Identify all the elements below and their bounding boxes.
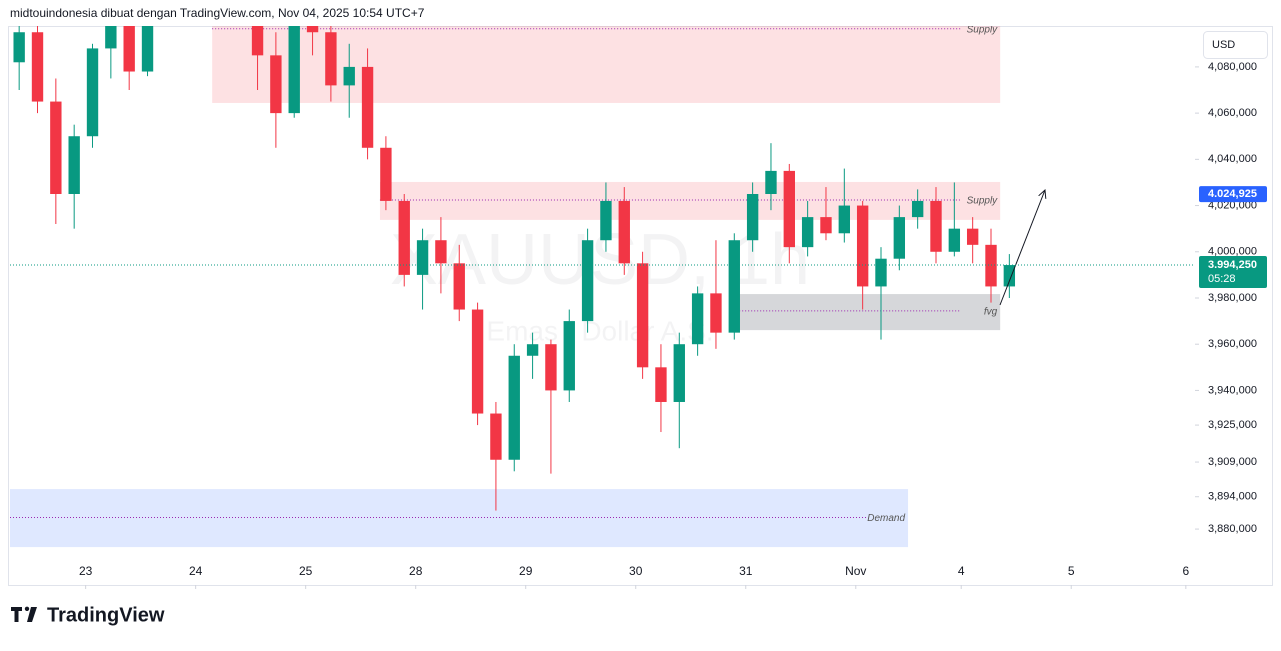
candle-body [856, 205, 869, 287]
candle-body [361, 66, 374, 148]
zones: Supply Supply fvg Demand [10, 24, 1001, 548]
zone [379, 181, 1001, 220]
zone [730, 294, 1001, 331]
candle-body [710, 293, 722, 333]
candle-body [86, 48, 99, 137]
candles [13, 26, 1016, 511]
candle-body [655, 367, 667, 402]
candle-body [343, 66, 355, 86]
zone-label: Supply [967, 196, 999, 207]
candle-body [526, 344, 539, 356]
currency-button[interactable] [1203, 31, 1268, 59]
y-tick-label: 3,909,000 [1208, 456, 1257, 468]
candle-body [380, 147, 392, 201]
candle-body [930, 200, 942, 252]
candle-body [875, 258, 887, 287]
chart-frame [8, 26, 1273, 586]
candle-body [270, 55, 282, 114]
candle-body [728, 240, 740, 333]
zone-label: fvg [984, 307, 998, 318]
candle-body [141, 26, 154, 72]
candle-body [893, 217, 906, 259]
candle-body [453, 263, 465, 310]
header-text: midtouindonesia dibuat dengan TradingVie… [10, 6, 425, 20]
x-tick-label: 30 [629, 564, 643, 578]
candle-body [306, 26, 319, 33]
x-tick-label: 24 [189, 564, 203, 578]
candle-body [435, 240, 447, 264]
candle-body [746, 194, 759, 241]
x-tick-label: 5 [1068, 564, 1075, 578]
zone-label: Demand [867, 513, 905, 524]
y-tick-label: 4,060,000 [1208, 107, 1257, 119]
y-tick-label: 3,880,000 [1208, 523, 1257, 535]
candle-body [398, 200, 410, 275]
x-tick-label: 6 [1182, 564, 1189, 578]
candle-body [636, 263, 649, 368]
candle-body [838, 205, 850, 234]
price-marker-box [1199, 186, 1267, 203]
x-tick-label: 29 [519, 564, 533, 578]
candle-body [545, 344, 557, 391]
candle-body [50, 101, 62, 195]
candle-body [1003, 265, 1016, 287]
x-tick-label: 25 [299, 564, 313, 578]
candle-body [966, 228, 979, 245]
candle-body [508, 355, 520, 460]
x-tick-label: 23 [79, 564, 93, 578]
candle-body [288, 26, 300, 114]
price-marker-label: 4.024,925 [1208, 188, 1257, 200]
y-tick-label: 3,960,000 [1208, 338, 1257, 350]
zone-label: Supply [967, 24, 999, 35]
countdown-label: 05:28 [1208, 273, 1236, 285]
watermark-sub: Emas / Dollar A.S. [486, 315, 713, 346]
candle-body [618, 200, 630, 264]
last-price-label: 3.994,250 [1208, 259, 1257, 271]
candle-body [563, 321, 575, 391]
x-tick-label: 4 [958, 564, 965, 578]
candle-body [765, 170, 777, 195]
candle-body [105, 26, 117, 49]
y-tick-label: 4,040,000 [1208, 153, 1257, 165]
y-tick-label: 4,000,000 [1208, 246, 1257, 258]
candle-body [581, 240, 594, 322]
zone [10, 489, 909, 548]
brand-name: TradingView [47, 604, 165, 626]
candle-body [911, 200, 924, 218]
x-tick-label: 31 [739, 564, 753, 578]
candle-body [673, 344, 685, 402]
candle-body [490, 413, 502, 460]
x-tick-label: 28 [409, 564, 423, 578]
candle-body [985, 244, 997, 287]
candle-body [783, 170, 795, 248]
candle-body [251, 26, 264, 56]
zone [212, 26, 1001, 103]
candle-body [600, 200, 612, 241]
candle-body [416, 240, 429, 275]
candle-body [68, 136, 80, 195]
candle-body [31, 32, 44, 102]
candle-body [123, 26, 135, 72]
candle-body [820, 217, 832, 234]
currency-label[interactable]: USD [1212, 39, 1235, 51]
last-price-box [1199, 256, 1267, 289]
brand-logo: TradingView [11, 604, 165, 626]
y-tick-label: 3,894,000 [1208, 491, 1257, 503]
y-tick-label: 3,940,000 [1208, 384, 1257, 396]
y-tick-label: 3,925,000 [1208, 419, 1257, 431]
candle-body [325, 32, 337, 86]
candle-body [471, 309, 484, 414]
candle-body [801, 217, 814, 248]
x-tick-label: Nov [845, 564, 866, 578]
candle-body [691, 293, 704, 345]
candle-body [948, 228, 961, 252]
candle-body [13, 32, 25, 63]
arrow-drawing [999, 190, 1045, 306]
y-tick-label: 3,980,000 [1208, 292, 1257, 304]
y-tick-label: 4,020,000 [1208, 199, 1257, 211]
y-tick-label: 4,080,000 [1208, 61, 1257, 73]
